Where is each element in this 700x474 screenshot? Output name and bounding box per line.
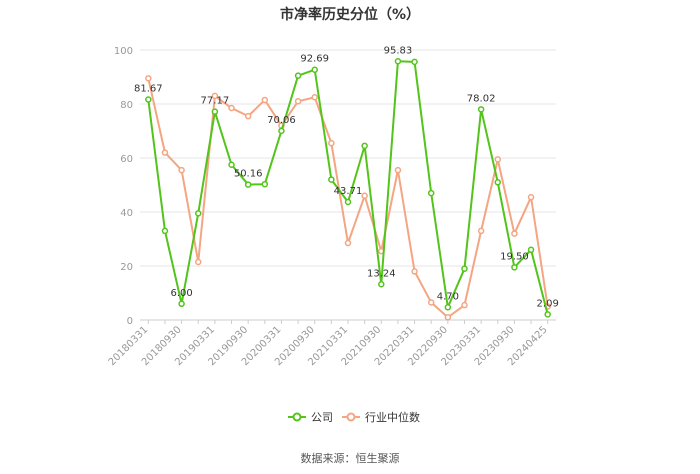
- data-point-industry: [178, 166, 185, 174]
- data-point-company: [311, 66, 318, 73]
- data-point-company: [344, 198, 352, 206]
- data-point-company: [278, 127, 285, 135]
- data-label: 95.83: [384, 45, 413, 56]
- data-point-company: [477, 106, 485, 113]
- data-point-company: [211, 108, 219, 115]
- data-point-industry: [494, 156, 502, 163]
- data-point-company: [244, 181, 252, 188]
- legend-marker-company: [292, 412, 302, 422]
- data-point-industry: [228, 104, 235, 112]
- data-point-industry: [527, 193, 535, 201]
- data-point-industry: [361, 192, 368, 200]
- data-point-industry: [145, 75, 152, 82]
- data-point-industry: [161, 149, 169, 156]
- data-point-company: [494, 179, 502, 186]
- y-tick-label: 0: [127, 316, 133, 327]
- data-point-company: [511, 264, 518, 271]
- data-point-company: [461, 265, 468, 272]
- data-label: 4.70: [437, 291, 459, 302]
- data-label: 50.16: [234, 169, 263, 180]
- data-point-industry: [427, 299, 435, 306]
- series-line-industry: [147, 78, 549, 319]
- data-point-company: [527, 246, 535, 254]
- data-label: 6.00: [170, 288, 192, 299]
- data-point-industry: [394, 166, 402, 174]
- data-point-company: [145, 96, 152, 103]
- data-point-company: [294, 72, 302, 79]
- data-label: 13.24: [367, 268, 396, 279]
- data-labels: 81.67 6.00 77.17 50.16 70.06 92.69 43.71 13.24 9…: [134, 45, 559, 309]
- data-point-industry: [328, 139, 335, 147]
- data-label: 2.09: [537, 298, 559, 309]
- data-point-company: [194, 210, 202, 217]
- data-label: 81.67: [134, 83, 163, 94]
- data-label: 77.17: [201, 96, 230, 107]
- data-point-industry: [511, 230, 518, 237]
- data-point-industry: [244, 112, 252, 120]
- data-point-company: [328, 176, 335, 183]
- data-point-industry: [444, 314, 452, 321]
- legend-item-industry[interactable]: 行业中位数: [342, 410, 420, 424]
- data-point-company: [361, 142, 368, 150]
- legend-label-industry: 行业中位数: [365, 410, 420, 424]
- legend-label-company: 公司: [311, 411, 333, 424]
- data-point-industry: [461, 301, 468, 309]
- data-point-company: [378, 281, 385, 288]
- data-point-industry: [311, 94, 318, 101]
- data-point-company: [394, 58, 402, 65]
- data-label: 92.69: [300, 54, 329, 65]
- data-label: 19.50: [500, 251, 529, 262]
- legend-marker-industry: [346, 412, 356, 422]
- data-point-company: [427, 189, 435, 197]
- data-point-industry: [477, 227, 485, 235]
- data-label: 78.02: [467, 93, 496, 104]
- y-tick-label: 40: [120, 208, 133, 219]
- y-tick-label: 60: [120, 154, 133, 165]
- y-tick-label: 80: [120, 100, 133, 111]
- data-point-company: [544, 311, 551, 318]
- data-point-company: [228, 161, 235, 168]
- series-layer: [145, 58, 551, 321]
- data-point-industry: [211, 92, 219, 100]
- data-point-company: [261, 180, 269, 188]
- data-point-company: [411, 58, 418, 66]
- chart-title: 市净率历史分位（%）: [280, 6, 420, 23]
- data-point-company: [444, 304, 452, 311]
- data-point-industry: [294, 98, 302, 105]
- y-tick-label: 20: [120, 262, 133, 273]
- data-point-industry: [194, 258, 202, 266]
- legend[interactable]: 公司 行业中位数: [288, 410, 420, 424]
- data-label: 70.06: [267, 115, 296, 126]
- data-point-industry: [344, 239, 352, 247]
- data-point-company: [161, 227, 169, 235]
- data-label: 43.71: [334, 186, 363, 197]
- y-tick-label: 100: [114, 46, 133, 57]
- data-source: 数据来源：恒生聚源: [301, 451, 400, 465]
- data-point-industry: [411, 268, 418, 275]
- data-point-company: [178, 300, 185, 308]
- data-point-industry: [261, 96, 269, 104]
- legend-item-company[interactable]: 公司: [288, 411, 333, 424]
